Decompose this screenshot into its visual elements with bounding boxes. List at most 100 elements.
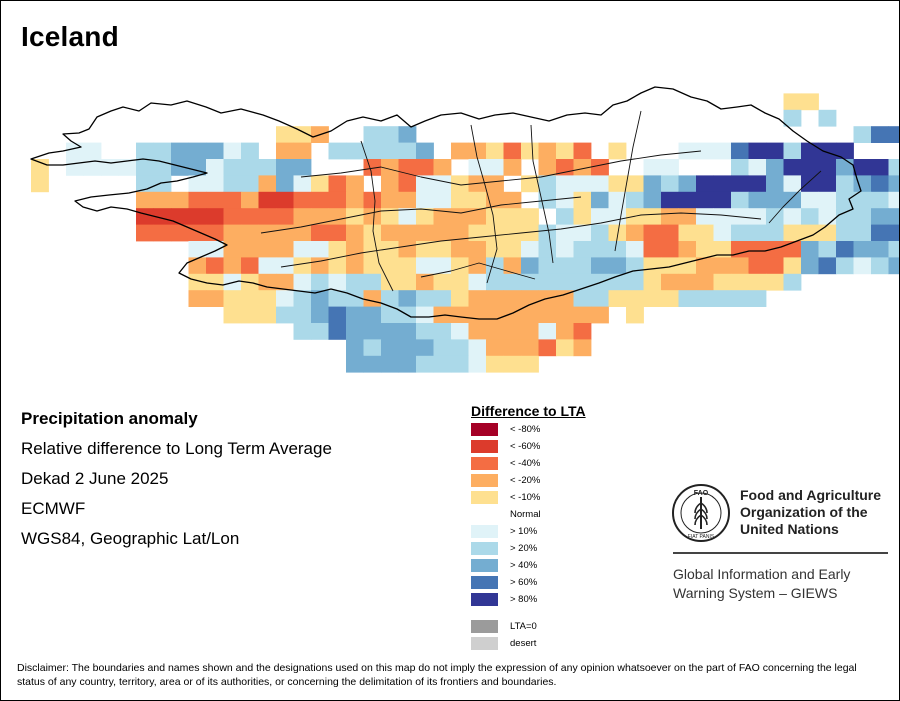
anomaly-cell bbox=[136, 191, 154, 209]
anomaly-cell bbox=[276, 290, 294, 307]
anomaly-cell bbox=[223, 159, 242, 176]
anomaly-cell bbox=[416, 159, 434, 176]
logo-divider bbox=[673, 552, 888, 554]
anomaly-cell bbox=[521, 273, 539, 291]
anomaly-cell bbox=[468, 257, 487, 275]
anomaly-cell bbox=[433, 323, 452, 340]
anomaly-cell bbox=[503, 257, 522, 275]
anomaly-cell bbox=[416, 290, 434, 307]
anomaly-cell bbox=[766, 224, 784, 242]
anomaly-cell bbox=[801, 208, 819, 225]
anomaly-cell bbox=[83, 159, 102, 176]
anomaly-cell bbox=[591, 257, 609, 275]
anomaly-cell bbox=[258, 191, 277, 209]
anomaly-cell bbox=[118, 159, 137, 176]
anomaly-cell bbox=[468, 224, 487, 242]
anomaly-cell bbox=[888, 159, 899, 176]
anomaly-cell bbox=[206, 175, 224, 193]
anomaly-cell bbox=[573, 241, 592, 258]
anomaly-cell bbox=[381, 142, 399, 160]
anomaly-cell bbox=[713, 241, 732, 258]
anomaly-cell bbox=[801, 159, 819, 176]
anomaly-cell bbox=[521, 323, 539, 340]
anomaly-cell bbox=[311, 306, 329, 324]
river-network bbox=[260, 110, 822, 292]
anomaly-cell bbox=[241, 306, 259, 324]
anomaly-cell bbox=[223, 241, 242, 258]
anomaly-cell bbox=[626, 290, 644, 307]
anomaly-cell bbox=[713, 273, 732, 291]
anomaly-cell bbox=[591, 191, 609, 209]
anomaly-cell bbox=[433, 290, 452, 307]
anomaly-cell bbox=[731, 290, 749, 307]
anomaly-cell bbox=[293, 191, 312, 209]
anomaly-cell bbox=[398, 142, 417, 160]
anomaly-cell bbox=[276, 241, 294, 258]
anomaly-cell bbox=[363, 273, 382, 291]
anomaly-cell bbox=[521, 257, 539, 275]
anomaly-cell bbox=[748, 273, 767, 291]
anomaly-cell bbox=[853, 175, 872, 193]
anomaly-cell bbox=[206, 159, 224, 176]
anomaly-cell bbox=[66, 159, 84, 176]
anomaly-cell bbox=[206, 241, 224, 258]
anomaly-cell bbox=[293, 257, 312, 275]
anomaly-cell bbox=[258, 290, 277, 307]
anomaly-cell bbox=[626, 306, 644, 324]
anomaly-cell bbox=[433, 257, 452, 275]
anomaly-cell bbox=[643, 224, 662, 242]
anomaly-cell bbox=[556, 175, 574, 193]
anomaly-cell bbox=[678, 273, 697, 291]
anomaly-cell bbox=[276, 224, 294, 242]
anomaly-cell bbox=[853, 241, 872, 258]
anomaly-cell bbox=[188, 142, 207, 160]
anomaly-cell bbox=[241, 159, 259, 176]
anomaly-cell bbox=[573, 257, 592, 275]
anomaly-cell bbox=[853, 224, 872, 242]
anomaly-cell bbox=[871, 208, 889, 225]
anomaly-cell bbox=[416, 306, 434, 324]
anomaly-cell bbox=[538, 224, 557, 242]
anomaly-cell bbox=[171, 159, 189, 176]
anomaly-cell bbox=[328, 290, 347, 307]
legend-item: LTA=0 bbox=[471, 620, 661, 633]
anomaly-cell bbox=[836, 241, 854, 258]
anomaly-cell bbox=[293, 175, 312, 193]
anomaly-cell bbox=[731, 241, 749, 258]
legend-label: > 20% bbox=[510, 543, 538, 554]
anomaly-cell bbox=[503, 191, 522, 209]
anomaly-cell bbox=[486, 175, 504, 193]
anomaly-cell bbox=[398, 126, 417, 143]
legend-swatch bbox=[471, 457, 498, 470]
anomaly-cell bbox=[696, 257, 714, 275]
anomaly-cell bbox=[328, 273, 347, 291]
anomaly-cell bbox=[328, 208, 347, 225]
anomaly-cell bbox=[188, 257, 207, 275]
anomaly-cell bbox=[206, 142, 224, 160]
anomaly-cell bbox=[503, 273, 522, 291]
anomaly-cell bbox=[766, 142, 784, 160]
legend-swatch bbox=[471, 440, 498, 453]
anomaly-cell bbox=[486, 241, 504, 258]
anomaly-cell bbox=[363, 323, 382, 340]
anomaly-cell bbox=[83, 142, 102, 160]
anomaly-cell bbox=[783, 93, 802, 111]
anomaly-cell bbox=[188, 175, 207, 193]
map-title: Iceland bbox=[21, 21, 119, 52]
anomaly-cell bbox=[346, 339, 364, 357]
anomaly-cell bbox=[171, 224, 189, 242]
anomaly-cell bbox=[381, 306, 399, 324]
anomaly-cell bbox=[766, 175, 784, 193]
legend-swatch bbox=[471, 620, 498, 633]
anomaly-cell bbox=[486, 208, 504, 225]
anomaly-cell bbox=[888, 175, 899, 193]
anomaly-cell bbox=[696, 241, 714, 258]
anomaly-cell bbox=[801, 257, 819, 275]
anomaly-cell bbox=[188, 208, 207, 225]
anomaly-cell bbox=[696, 290, 714, 307]
anomaly-cell bbox=[346, 191, 364, 209]
anomaly-grid bbox=[31, 93, 899, 373]
anomaly-cell bbox=[293, 323, 312, 340]
anomaly-cell bbox=[766, 273, 784, 291]
